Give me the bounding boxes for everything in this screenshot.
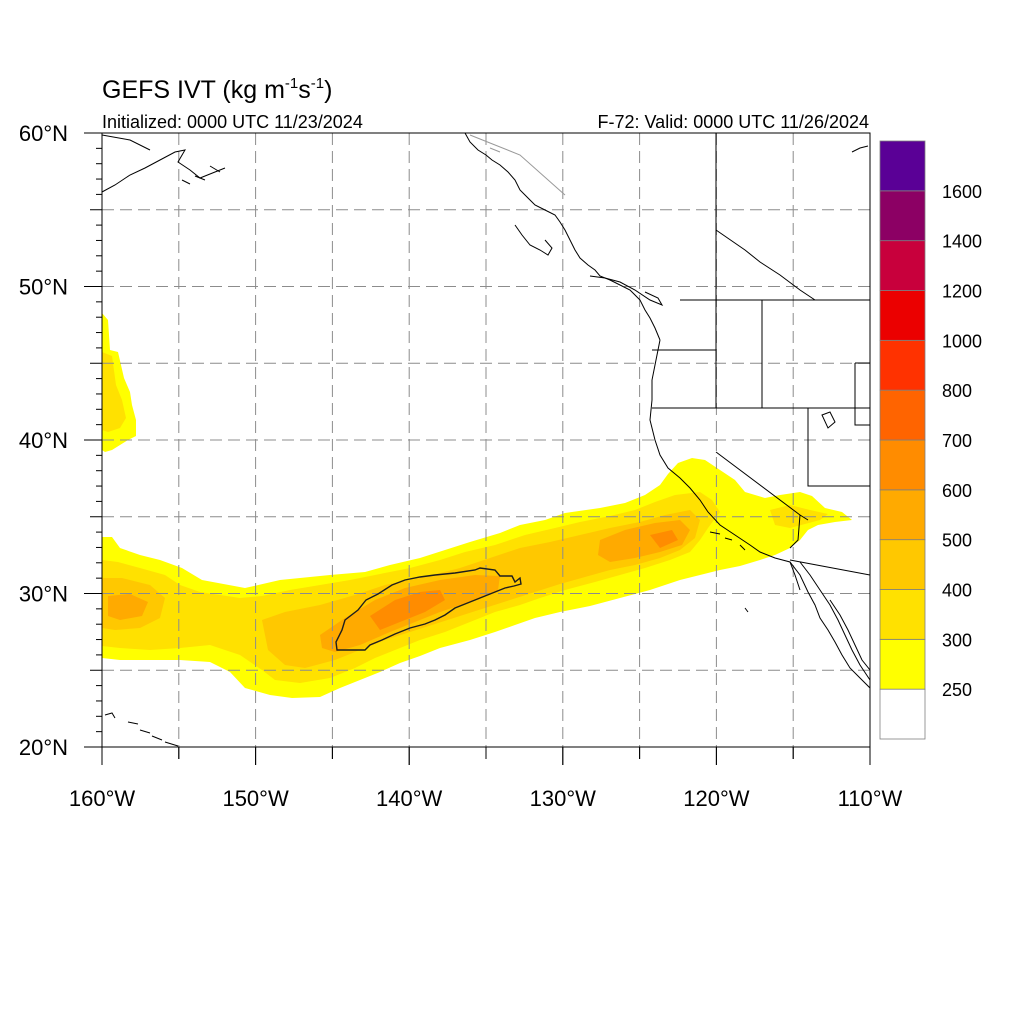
alaska-islands [181, 165, 221, 185]
colorbar-label: 1200 [942, 282, 982, 302]
colorbar-swatch [879, 389, 926, 441]
colorbar-swatch [879, 688, 926, 740]
colorbar-label: 1600 [942, 182, 982, 202]
lat-tick-label: 50°N [19, 275, 68, 300]
colorbar-swatch [879, 489, 926, 541]
colorbar-swatch [879, 240, 926, 291]
lakes [821, 411, 836, 429]
ne-coast [851, 145, 869, 153]
colorbar-swatch [879, 290, 926, 341]
lon-tick-label: 150°W [222, 786, 289, 811]
colorbar-swatch [879, 140, 926, 192]
latitude-labels: 20°N 30°N 40°N 50°N 60°N [19, 121, 68, 760]
colorbar-label: 600 [942, 481, 972, 501]
ivt-500-region [108, 520, 690, 652]
colorbar-swatch [879, 439, 926, 491]
lat-tick-label: 60°N [19, 121, 68, 146]
colorbar-label: 800 [942, 381, 972, 401]
mexico-coast [829, 599, 870, 671]
channel-islands [709, 531, 749, 613]
canada-border-line [469, 134, 566, 196]
lon-tick-label: 160°W [69, 786, 136, 811]
baja-coast [789, 561, 870, 681]
lon-tick-label: 110°W [838, 786, 903, 811]
ivt-300-region-nw [102, 352, 126, 432]
colorbar-swatch [879, 190, 926, 242]
gridlines [102, 133, 870, 747]
lat-tick-label: 20°N [19, 735, 68, 760]
bc-islands [514, 224, 664, 307]
ivt-shading [102, 313, 852, 698]
se-alaska-coast [464, 133, 661, 341]
colorbar-label: 400 [942, 581, 972, 601]
lon-tick-label: 130°W [530, 786, 597, 811]
ivt-300-region-coast [770, 505, 828, 528]
colorbar-label: 500 [942, 531, 972, 551]
colorbar-swatch [879, 638, 926, 690]
us-canada-border [680, 229, 816, 301]
lon-tick-label: 140°W [376, 786, 443, 811]
valid-time: F-72: Valid: 0000 UTC 11/26/2024 [598, 112, 870, 132]
colorbar-label: 700 [942, 431, 972, 451]
colorbar-label: 300 [942, 630, 972, 650]
axis-ticks [84, 132, 871, 765]
us-west-coast [649, 339, 870, 689]
lat-tick-label: 30°N [19, 582, 68, 607]
map-area [102, 133, 870, 747]
ivt-400-region [102, 510, 700, 668]
init-time: Initialized: 0000 UTC 11/23/2024 [102, 112, 363, 132]
colorbar-label: 1400 [942, 232, 982, 252]
colorbar: 250 300 400 500 600 700 800 1000 1200 1400 1600 [879, 140, 982, 740]
colorbar-swatch [879, 539, 926, 590]
colorbar-swatch [879, 339, 926, 391]
hawaii-islands [104, 712, 179, 747]
alaska-coast [102, 149, 226, 193]
colorbar-swatch [879, 589, 926, 640]
ivt-500-contour [335, 567, 522, 651]
alaska-peninsula [102, 134, 151, 151]
ivt-600-region [370, 530, 678, 630]
map-title: GEFS IVT (kg m-1s-1) [102, 75, 332, 104]
state-borders [652, 133, 870, 576]
colorbar-label: 1000 [942, 331, 982, 351]
lon-tick-label: 120°W [683, 786, 750, 811]
coastlines [102, 133, 870, 747]
lat-tick-label: 40°N [19, 428, 68, 453]
longitude-labels: 160°W 150°W 140°W 130°W 120°W 110°W [69, 786, 903, 811]
colorbar-label: 250 [942, 680, 972, 700]
